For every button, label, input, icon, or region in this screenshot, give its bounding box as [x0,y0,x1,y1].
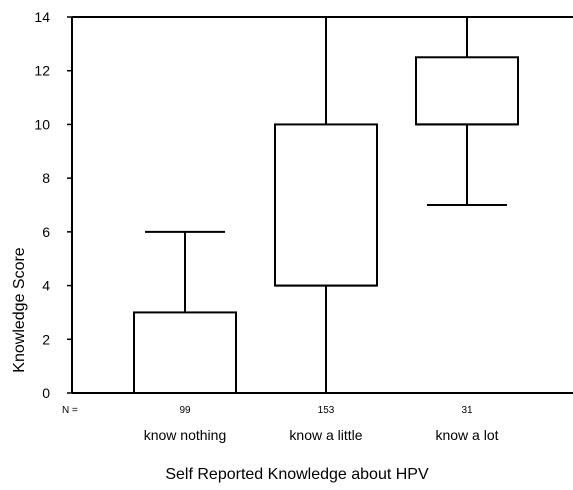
n-count-label: 153 [318,405,335,416]
x-axis-labels: N = 99 153 31 know nothing know a little know … [62,405,499,443]
box-series [133,16,519,394]
n-count-label: 99 [179,405,191,416]
x-axis-title: Self Reported Knowledge about HPV [165,466,429,483]
y-tick-label: 10 [34,116,50,132]
y-axis-title: Knowledge Score [11,247,28,373]
y-tick-label: 14 [34,9,50,25]
category-label: know nothing [144,427,227,443]
y-tick-label: 6 [42,224,50,240]
category-label: know a lot [435,427,498,443]
box [274,123,378,287]
n-prefix-label: N = [62,405,78,416]
y-tick-label: 4 [42,278,50,294]
y-tick-label: 8 [42,170,50,186]
y-tick-label: 2 [42,331,50,347]
y-tick-label: 0 [42,385,50,401]
n-count-label: 31 [461,405,473,416]
y-tick-label: 12 [34,63,50,79]
box [415,56,519,126]
y-axis-ticks: 0 2 4 6 8 10 12 14 [34,9,72,401]
box [133,311,237,394]
category-label: know a little [289,427,362,443]
